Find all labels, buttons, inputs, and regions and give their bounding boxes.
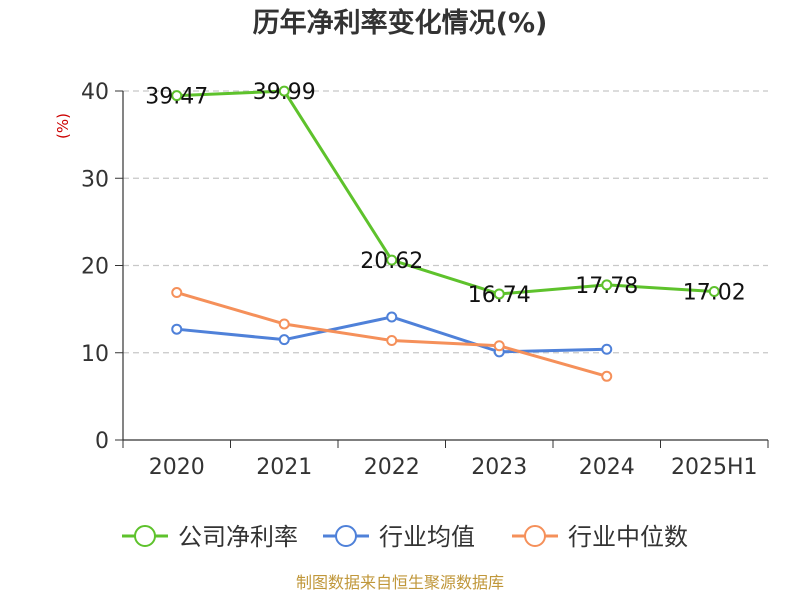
data-label: 39.47	[145, 85, 208, 110]
x-tick-label: 2021	[256, 455, 312, 480]
data-label: 39.99	[253, 80, 316, 105]
legend-label: 行业中位数	[568, 523, 688, 551]
y-axis-label: (%)	[54, 113, 72, 139]
legend-swatch-marker	[134, 525, 156, 547]
series-layer	[171, 85, 720, 382]
grid	[123, 90, 768, 354]
axes: 0 10 20 30 40 2020 2021 2022 2023 2024 2025H1	[81, 80, 769, 480]
legend[interactable]: 公司净利率 行业均值 行业中位数	[122, 523, 688, 551]
data-point	[171, 323, 183, 335]
data-labels: 39.47 39.99 20.62 16.74 17.78 17.02	[145, 80, 745, 308]
x-tick-label: 2025H1	[671, 455, 758, 480]
data-point	[386, 254, 398, 266]
y-tick-label: 30	[81, 167, 109, 192]
y-tick-label: 10	[81, 342, 109, 367]
data-point	[493, 288, 505, 300]
legend-label: 行业均值	[379, 523, 475, 551]
data-point	[278, 85, 290, 97]
legend-swatch-marker	[335, 525, 357, 547]
x-tick-label: 2022	[364, 455, 420, 480]
data-point	[278, 334, 290, 346]
chart-title: 历年净利率变化情况(%)	[253, 7, 548, 39]
y-tick-label: 0	[95, 429, 109, 454]
data-point	[278, 318, 290, 330]
legend-label: 公司净利率	[178, 523, 298, 551]
data-point	[386, 335, 398, 347]
data-point	[171, 90, 183, 102]
y-tick-label: 40	[81, 80, 109, 105]
data-point	[386, 311, 398, 323]
data-label: 16.74	[468, 283, 531, 308]
legend-item-2[interactable]: 行业中位数	[512, 523, 688, 551]
x-tick-label: 2020	[149, 455, 205, 480]
data-point	[708, 286, 720, 298]
data-point	[601, 343, 613, 355]
source-note: 制图数据来自恒生聚源数据库	[296, 573, 504, 592]
data-point	[493, 340, 505, 352]
data-point	[171, 287, 183, 299]
data-point	[601, 279, 613, 291]
data-label: 17.02	[683, 281, 746, 306]
legend-item-0[interactable]: 公司净利率	[122, 523, 298, 551]
legend-swatch-marker	[524, 525, 546, 547]
data-point	[601, 370, 613, 382]
legend-item-1[interactable]: 行业均值	[323, 523, 475, 551]
y-tick-label: 20	[81, 255, 109, 280]
x-tick-label: 2024	[579, 455, 635, 480]
data-label: 17.78	[575, 274, 638, 299]
series-line-0	[176, 89, 715, 296]
x-tick-label: 2023	[471, 455, 527, 480]
data-label: 20.62	[360, 249, 423, 274]
